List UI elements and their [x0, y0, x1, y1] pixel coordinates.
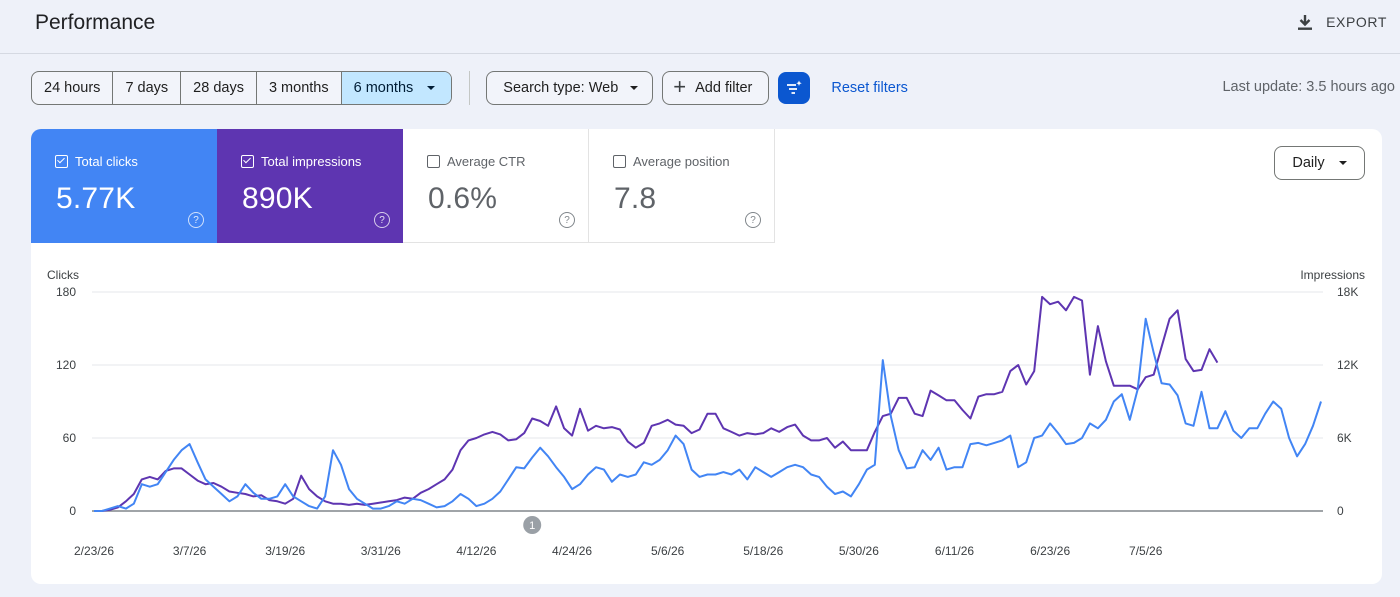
series-line-impressions — [94, 295, 1219, 512]
x-tick-label: 6/23/26 — [1030, 544, 1070, 558]
y-axis-right-label: Impressions — [1300, 268, 1365, 282]
y-axis-left-label: Clicks — [47, 268, 79, 282]
metric-value: 0.6% — [428, 182, 498, 215]
metric-label: Average CTR — [447, 154, 526, 169]
metric-total-clicks[interactable]: Total clicks 5.77K ? — [31, 129, 217, 243]
metric-tiles: Total clicks 5.77K ? Total impressions 8… — [31, 129, 775, 243]
range-7-days[interactable]: 7 days — [113, 72, 182, 104]
checkbox-unchecked-icon[interactable] — [613, 155, 626, 168]
metric-average-position[interactable]: Average position 7.8 ? — [589, 129, 775, 243]
x-tick-label: 3/19/26 — [265, 544, 305, 558]
dropdown-arrow-icon — [1338, 161, 1347, 165]
y-tick-left: 120 — [56, 358, 76, 372]
filter-sparkle-icon — [787, 80, 803, 94]
reset-filters-link[interactable]: Reset filters — [831, 80, 908, 96]
metric-label: Total clicks — [75, 154, 138, 169]
y-tick-left: 0 — [69, 504, 76, 518]
x-tick-label: 6/11/26 — [935, 544, 974, 558]
x-tick-label: 3/7/26 — [173, 544, 207, 558]
performance-chart: Clicks Impressions 180 18K 120 12K 60 6K 0 0 2/23/… — [47, 268, 1365, 558]
metric-label: Total impressions — [261, 154, 362, 169]
dropdown-arrow-icon — [630, 86, 639, 90]
y-tick-right: 12K — [1337, 358, 1358, 372]
checkbox-checked-icon[interactable] — [55, 155, 68, 168]
dropdown-arrow-icon — [427, 86, 436, 90]
range-24-hours[interactable]: 24 hours — [32, 72, 114, 104]
date-range-selector: 24 hours 7 days 28 days 3 months 6 month… — [31, 71, 453, 105]
search-type-dropdown[interactable]: Search type: Web — [486, 71, 654, 105]
export-label: EXPORT — [1326, 14, 1387, 30]
y-tick-right: 18K — [1337, 285, 1358, 299]
divider — [469, 71, 471, 105]
help-icon[interactable]: ? — [559, 212, 575, 228]
last-update-text: Last update: 3.5 hours ago — [1222, 79, 1395, 95]
granularity-dropdown[interactable]: Daily — [1274, 146, 1365, 180]
metric-average-ctr[interactable]: Average CTR 0.6% ? — [403, 129, 589, 243]
top-bar: Performance EXPORT — [0, 0, 1400, 54]
metric-label: Average position — [633, 154, 730, 169]
x-tick-label: 2/23/26 — [74, 544, 114, 558]
x-tick-label: 7/5/26 — [1129, 544, 1163, 558]
y-tick-left: 180 — [56, 285, 76, 299]
x-tick-label: 4/12/26 — [456, 544, 496, 558]
performance-card: Clicks Impressions 180 18K 120 12K 60 6K 0 0 2/23/… — [31, 129, 1382, 584]
y-tick-right: 0 — [1337, 504, 1344, 518]
filter-suggestions-button[interactable] — [778, 72, 811, 104]
help-icon[interactable]: ? — [188, 212, 204, 228]
x-tick-label: 5/30/26 — [839, 544, 879, 558]
page-title: Performance — [35, 11, 156, 34]
metric-value: 5.77K — [56, 182, 136, 215]
checkbox-checked-icon[interactable] — [241, 155, 254, 168]
help-icon[interactable]: ? — [745, 212, 761, 228]
filter-bar: 24 hours 7 days 28 days 3 months 6 month… — [31, 71, 908, 105]
range-3-months[interactable]: 3 months — [257, 72, 342, 104]
series-line-clicks — [94, 317, 1322, 512]
range-6-months[interactable]: 6 months — [341, 72, 452, 104]
metric-value: 7.8 — [614, 182, 657, 215]
y-tick-left: 60 — [63, 431, 77, 445]
help-icon[interactable]: ? — [374, 212, 390, 228]
x-tick-label: 5/6/26 — [651, 544, 685, 558]
plus-icon: + — [673, 74, 687, 99]
annotation-label: 1 — [529, 520, 535, 532]
export-button[interactable]: EXPORT — [1296, 10, 1387, 34]
add-filter-button[interactable]: + Add filter — [662, 71, 770, 105]
checkbox-unchecked-icon[interactable] — [427, 155, 440, 168]
y-tick-right: 6K — [1337, 431, 1352, 445]
annotation-marker — [523, 516, 542, 534]
metric-value: 890K — [242, 182, 313, 215]
x-tick-label: 5/18/26 — [743, 544, 783, 558]
x-tick-label: 4/24/26 — [552, 544, 592, 558]
x-tick-label: 3/31/26 — [361, 544, 401, 558]
metric-total-impressions[interactable]: Total impressions 890K ? — [217, 129, 403, 243]
download-icon — [1298, 15, 1313, 30]
range-28-days[interactable]: 28 days — [181, 72, 257, 104]
